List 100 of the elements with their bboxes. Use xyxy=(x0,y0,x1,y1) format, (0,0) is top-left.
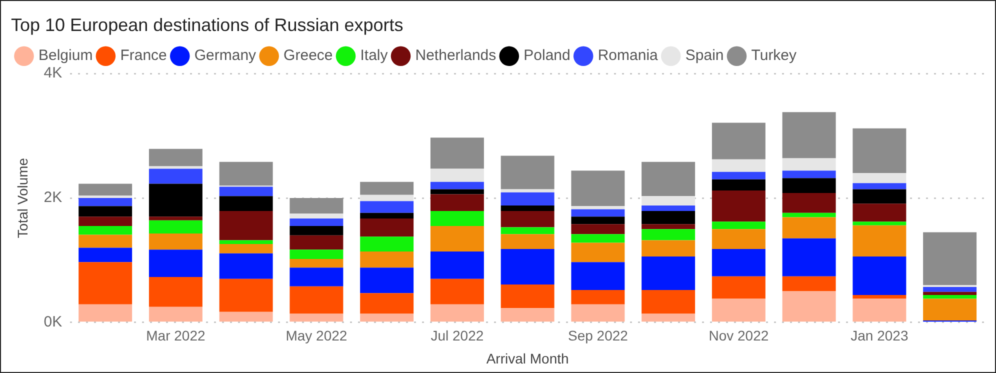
bar xyxy=(219,211,273,240)
bar xyxy=(219,312,273,322)
bar xyxy=(219,278,273,312)
legend-label: Romania xyxy=(598,47,659,64)
legend-label: Netherlands xyxy=(415,47,496,64)
bar xyxy=(148,184,202,217)
bar xyxy=(148,276,202,307)
bar xyxy=(78,216,132,226)
x-tick-label: Mar 2022 xyxy=(146,328,206,344)
bar xyxy=(430,194,484,212)
y-tick-label: 4K xyxy=(44,64,62,82)
bar xyxy=(782,238,836,276)
bar xyxy=(923,286,977,292)
bar xyxy=(290,286,344,314)
bar xyxy=(219,162,273,186)
bar xyxy=(642,205,696,212)
legend-label: Turkey xyxy=(751,47,798,64)
bar xyxy=(782,291,836,322)
bar xyxy=(923,295,977,299)
bar xyxy=(571,224,625,234)
bar xyxy=(712,122,766,160)
bar xyxy=(430,168,484,182)
bar xyxy=(500,205,554,212)
bar xyxy=(782,112,836,158)
bar xyxy=(360,293,414,314)
bar xyxy=(360,236,414,252)
bar xyxy=(642,196,696,206)
bar xyxy=(360,201,414,213)
bar xyxy=(712,179,766,191)
bar xyxy=(712,298,766,322)
bar xyxy=(430,226,484,252)
bar xyxy=(290,198,344,214)
bar xyxy=(712,190,766,222)
bar xyxy=(360,268,414,294)
bar xyxy=(782,276,836,292)
bar xyxy=(642,229,696,240)
bar xyxy=(852,204,906,222)
bar xyxy=(78,206,132,217)
bar xyxy=(430,278,484,304)
bar xyxy=(571,242,625,262)
bar xyxy=(571,170,625,206)
bar xyxy=(642,224,696,230)
bar xyxy=(500,234,554,250)
bar xyxy=(290,218,344,226)
bar xyxy=(852,222,906,226)
bar xyxy=(148,306,202,322)
bar xyxy=(219,253,273,279)
y-axis-title: Total Volume xyxy=(14,158,30,238)
legend-label: Poland xyxy=(524,47,570,64)
x-tick-label: Nov 2022 xyxy=(708,328,769,344)
bar xyxy=(148,168,202,184)
bar xyxy=(782,217,836,238)
bar xyxy=(290,268,344,286)
bar xyxy=(782,178,836,194)
bar xyxy=(712,229,766,250)
bar xyxy=(852,295,906,299)
bar xyxy=(500,211,554,228)
bar xyxy=(430,189,484,194)
bar xyxy=(500,156,554,190)
chart-title: Top 10 European destinations of Russian exports xyxy=(11,14,404,35)
bar xyxy=(642,256,696,290)
bar xyxy=(712,159,766,172)
bar xyxy=(430,251,484,279)
bar xyxy=(571,209,625,217)
bar xyxy=(782,212,836,218)
bar xyxy=(148,166,202,169)
bar xyxy=(78,226,132,235)
bar xyxy=(360,251,414,268)
bar xyxy=(852,298,906,322)
legend-label: Greece xyxy=(284,47,333,64)
bar xyxy=(78,262,132,304)
x-tick-label: Sep 2022 xyxy=(568,328,628,344)
y-tick-label: 2K xyxy=(44,189,62,206)
bar xyxy=(782,170,836,178)
legend-label: Belgium xyxy=(38,47,93,64)
bar xyxy=(642,240,696,256)
bar xyxy=(782,158,836,171)
bar xyxy=(500,189,554,192)
bar xyxy=(360,182,414,195)
bar xyxy=(571,262,625,290)
bar xyxy=(219,244,273,254)
bar xyxy=(148,220,202,234)
bar xyxy=(712,172,766,180)
bar xyxy=(782,193,836,213)
legend-label: France xyxy=(120,47,167,64)
legend-label: Spain xyxy=(685,47,724,64)
bar xyxy=(571,304,625,322)
bar xyxy=(852,183,906,190)
bar xyxy=(500,192,554,206)
bar xyxy=(571,216,625,224)
legend-label: Germany xyxy=(194,47,257,64)
bar xyxy=(290,235,344,250)
bar xyxy=(923,232,977,286)
bar xyxy=(430,138,484,169)
bar xyxy=(642,162,696,196)
bar xyxy=(430,304,484,322)
bar xyxy=(923,292,977,296)
bar xyxy=(78,234,132,248)
bar xyxy=(219,240,273,244)
bar xyxy=(571,290,625,304)
